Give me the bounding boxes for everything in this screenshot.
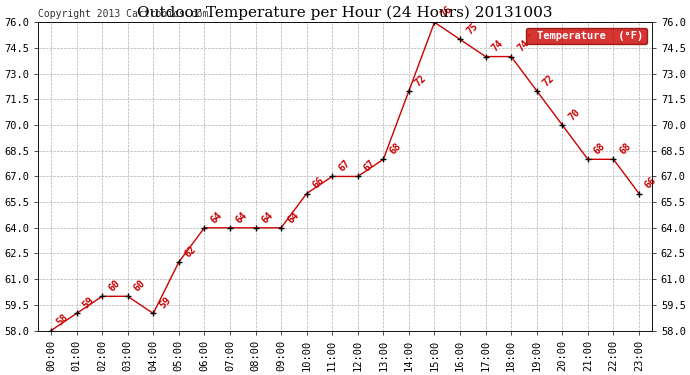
Text: 72: 72 bbox=[413, 73, 428, 88]
Text: 76: 76 bbox=[439, 4, 454, 20]
Text: 74: 74 bbox=[490, 38, 505, 54]
Text: 74: 74 bbox=[515, 38, 531, 54]
Text: 68: 68 bbox=[388, 141, 403, 156]
Title: Outdoor Temperature per Hour (24 Hours) 20131003: Outdoor Temperature per Hour (24 Hours) … bbox=[137, 5, 553, 20]
Text: 62: 62 bbox=[183, 244, 198, 259]
Text: 68: 68 bbox=[592, 141, 607, 156]
Text: 59: 59 bbox=[81, 295, 96, 310]
Text: Copyright 2013 Cartronics.com: Copyright 2013 Cartronics.com bbox=[38, 9, 208, 19]
Text: 72: 72 bbox=[541, 73, 556, 88]
Text: 60: 60 bbox=[132, 278, 147, 294]
Text: 58: 58 bbox=[55, 312, 70, 328]
Text: 64: 64 bbox=[234, 210, 250, 225]
Text: 60: 60 bbox=[106, 278, 121, 294]
Text: 59: 59 bbox=[157, 295, 172, 310]
Text: 66: 66 bbox=[310, 176, 326, 191]
Text: 67: 67 bbox=[362, 158, 377, 174]
Legend: Temperature  (°F): Temperature (°F) bbox=[526, 27, 647, 44]
Text: 66: 66 bbox=[643, 176, 658, 191]
Text: 75: 75 bbox=[464, 21, 480, 37]
Text: 68: 68 bbox=[618, 141, 633, 156]
Text: 64: 64 bbox=[259, 210, 275, 225]
Text: 64: 64 bbox=[285, 210, 301, 225]
Text: 70: 70 bbox=[566, 107, 582, 122]
Text: 67: 67 bbox=[337, 158, 352, 174]
Text: 64: 64 bbox=[208, 210, 224, 225]
